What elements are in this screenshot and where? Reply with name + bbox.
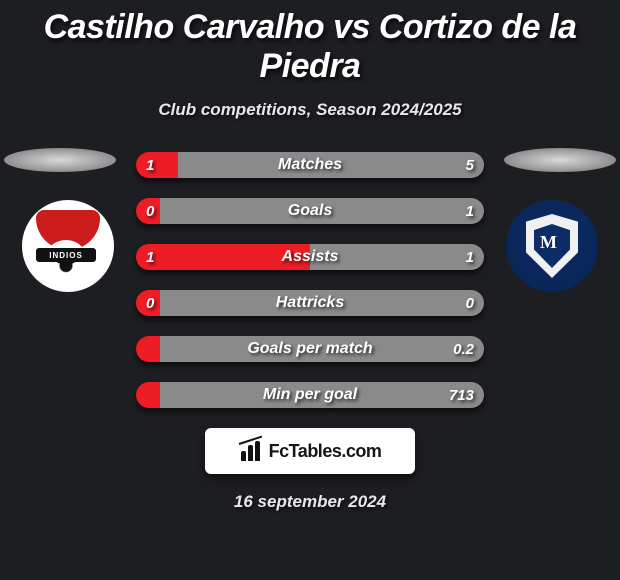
page-subtitle: Club competitions, Season 2024/2025 [0,100,620,120]
stat-row: 11Assists [136,244,484,270]
report-date: 16 september 2024 [0,492,620,512]
shield-icon: M [526,214,578,278]
team-badge-right: M [506,200,598,292]
stat-label: Matches [136,152,484,178]
page-title: Castilho Carvalho vs Cortizo de la Piedr… [0,0,620,86]
stat-row: 00Hattricks [136,290,484,316]
stat-label: Goals per match [136,336,484,362]
stat-row: 15Matches [136,152,484,178]
brand-pill: FcTables.com [205,428,415,474]
stat-row: 713Min per goal [136,382,484,408]
stats-bars: 15Matches 01Goals 11Assists 00Hattricks 0.2G… [136,148,484,408]
fctables-logo-icon [239,439,263,463]
halo-left [4,148,116,172]
stat-row: 01Goals [136,198,484,224]
stat-label: Assists [136,244,484,270]
badge-left-text: INDIOS [36,248,96,262]
stat-row: 0.2Goals per match [136,336,484,362]
badge-right-letter: M [540,232,557,253]
brand-text: FcTables.com [269,441,382,462]
stat-label: Min per goal [136,382,484,408]
soccer-ball-icon [44,240,88,284]
stat-label: Goals [136,198,484,224]
comparison-stage: INDIOS M 15Matches 01Goals 11Assists 00Hatt… [0,148,620,408]
halo-right [504,148,616,172]
team-badge-left: INDIOS [22,200,114,292]
stat-label: Hattricks [136,290,484,316]
